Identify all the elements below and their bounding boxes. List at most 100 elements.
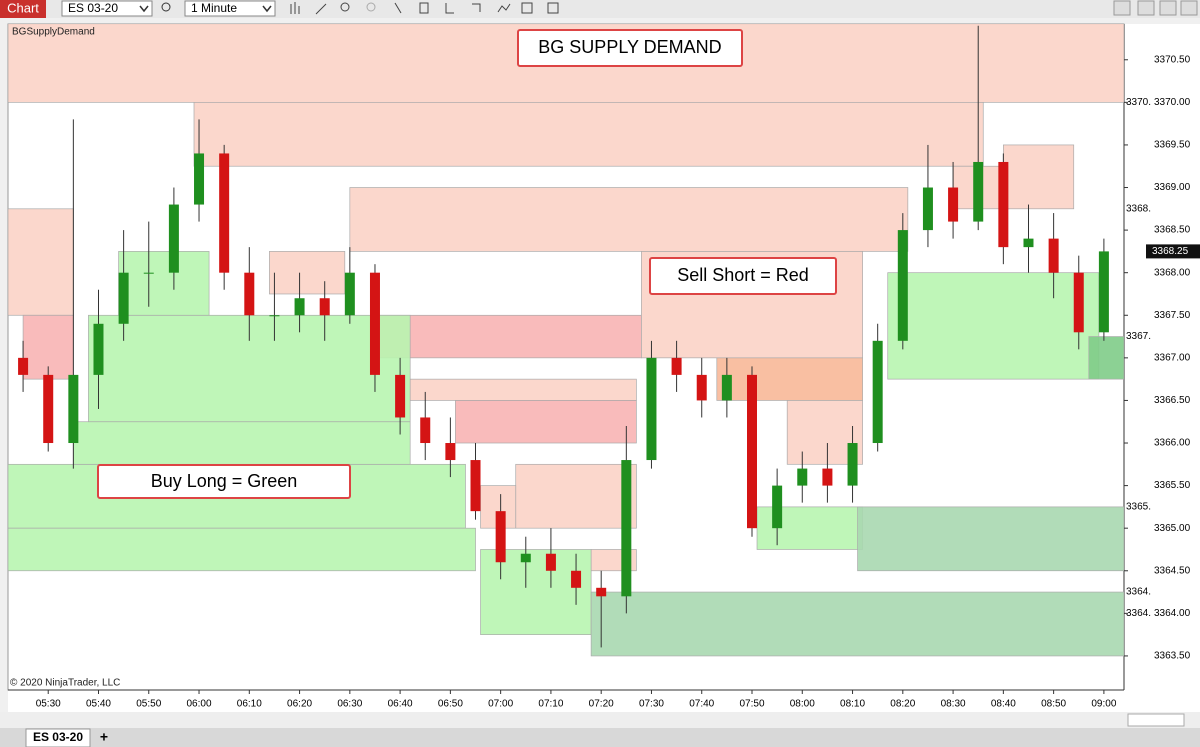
x-tick-label: 06:10 bbox=[237, 699, 262, 710]
supply-demand-zone bbox=[887, 272, 1100, 380]
x-tick-label: 06:00 bbox=[187, 699, 212, 710]
candle-body bbox=[395, 374, 406, 418]
indicator-name: BGSupplyDemand bbox=[12, 27, 95, 38]
y-tick-label: 3364.50 bbox=[1154, 565, 1191, 576]
candle-body bbox=[545, 553, 556, 571]
x-tick-label: 08:20 bbox=[890, 699, 915, 710]
annotation-box bbox=[517, 29, 743, 67]
window-buttons[interactable] bbox=[1113, 0, 1198, 16]
toolbar-icons[interactable] bbox=[290, 2, 559, 15]
candle-body bbox=[847, 443, 858, 486]
annotation-box bbox=[97, 464, 351, 499]
chart-tab-label: Chart bbox=[7, 0, 39, 15]
candle-body bbox=[118, 272, 129, 324]
y-tick-label: 3366.00 bbox=[1154, 438, 1191, 449]
x-tick-label: 07:30 bbox=[639, 699, 664, 710]
chart-tab[interactable] bbox=[0, 0, 46, 18]
y-tick-label: 3368.00 bbox=[1154, 267, 1191, 278]
candle-body bbox=[772, 485, 783, 529]
candle-body bbox=[747, 374, 757, 529]
x-tick-label: 06:40 bbox=[388, 699, 413, 710]
scrollbar[interactable] bbox=[0, 712, 1200, 728]
supply-demand-zone bbox=[857, 506, 1124, 572]
candle-body bbox=[671, 357, 682, 375]
candle-body bbox=[93, 323, 104, 375]
supply-demand-zone bbox=[193, 102, 984, 167]
candle-body bbox=[596, 587, 607, 597]
supply-demand-zone bbox=[1003, 144, 1075, 210]
candle-body bbox=[18, 357, 29, 375]
toolbar bbox=[0, 0, 1200, 18]
supply-demand-zone bbox=[480, 549, 592, 635]
x-tick-label: 07:10 bbox=[538, 699, 563, 710]
candle-body bbox=[294, 298, 305, 316]
price-axis bbox=[1124, 24, 1200, 690]
x-tick-label: 06:20 bbox=[287, 699, 312, 710]
supply-demand-zone bbox=[118, 251, 210, 316]
candle-body bbox=[797, 468, 808, 486]
x-tick-label: 09:00 bbox=[1091, 699, 1116, 710]
supply-demand-zone bbox=[590, 591, 1124, 657]
scroll-thumb[interactable] bbox=[1127, 713, 1185, 727]
candle-body bbox=[369, 272, 380, 375]
last-price-marker bbox=[1146, 244, 1200, 259]
supply-demand-zone bbox=[409, 378, 637, 401]
zone-price-label: 3368. bbox=[1126, 203, 1151, 214]
x-tick-label: 08:50 bbox=[1041, 699, 1066, 710]
instrument-tab-label: ES 03-20 bbox=[33, 730, 83, 744]
candle-body bbox=[470, 460, 481, 512]
x-tick-label: 08:40 bbox=[991, 699, 1016, 710]
annotation: Buy Long = Green bbox=[151, 471, 298, 491]
candle-body bbox=[1048, 238, 1059, 273]
interval-label: 1 Minute bbox=[191, 1, 237, 15]
supply-demand-zone bbox=[8, 208, 74, 316]
y-tick-label: 3366.50 bbox=[1154, 395, 1191, 406]
candle-body bbox=[696, 374, 707, 401]
candle-body bbox=[344, 272, 355, 316]
x-tick-label: 05:30 bbox=[36, 699, 61, 710]
x-tick-label: 07:00 bbox=[488, 699, 513, 710]
candle-body bbox=[621, 460, 632, 597]
candle-body bbox=[445, 443, 456, 461]
instrument-tab[interactable] bbox=[25, 728, 91, 747]
candle-body bbox=[219, 153, 230, 273]
supply-demand-zone bbox=[349, 187, 909, 252]
candle-body bbox=[143, 272, 154, 274]
candle-body bbox=[571, 570, 582, 588]
x-tick-label: 07:20 bbox=[589, 699, 614, 710]
supply-demand-zone bbox=[269, 251, 346, 295]
candle-body bbox=[168, 204, 179, 273]
search-icon[interactable] bbox=[161, 2, 171, 12]
y-tick-label: 3367.50 bbox=[1154, 310, 1191, 321]
candle-body bbox=[948, 187, 959, 222]
candle-body bbox=[269, 315, 280, 317]
candle-body bbox=[646, 357, 657, 461]
supply-demand-zone bbox=[374, 314, 642, 359]
dropdown-arrow bbox=[262, 5, 272, 13]
instrument-label: ES 03-20 bbox=[68, 1, 118, 15]
interval-select[interactable] bbox=[184, 0, 276, 17]
x-tick-label: 08:00 bbox=[790, 699, 815, 710]
y-tick-label: 3365.50 bbox=[1154, 480, 1191, 491]
x-tick-label: 05:50 bbox=[136, 699, 161, 710]
add-tab[interactable]: + bbox=[100, 729, 108, 745]
candle-body bbox=[420, 417, 431, 444]
candle-body bbox=[68, 374, 79, 444]
candle-body bbox=[520, 553, 531, 563]
x-tick-label: 07:50 bbox=[739, 699, 764, 710]
x-tick-label: 08:30 bbox=[941, 699, 966, 710]
candle-body bbox=[721, 374, 732, 401]
instrument-select[interactable] bbox=[61, 0, 153, 17]
candle-body bbox=[1098, 251, 1109, 333]
x-tick-label: 07:40 bbox=[689, 699, 714, 710]
supply-demand-zone bbox=[515, 463, 637, 529]
candle-body bbox=[897, 230, 908, 341]
candle-body bbox=[998, 161, 1009, 248]
y-tick-label: 3363.50 bbox=[1154, 651, 1191, 662]
supply-demand-zone bbox=[8, 527, 476, 572]
supply-demand-zone bbox=[73, 421, 411, 465]
x-tick-label: 06:50 bbox=[438, 699, 463, 710]
tab-bar bbox=[0, 728, 1200, 747]
candle-body bbox=[1073, 272, 1084, 333]
